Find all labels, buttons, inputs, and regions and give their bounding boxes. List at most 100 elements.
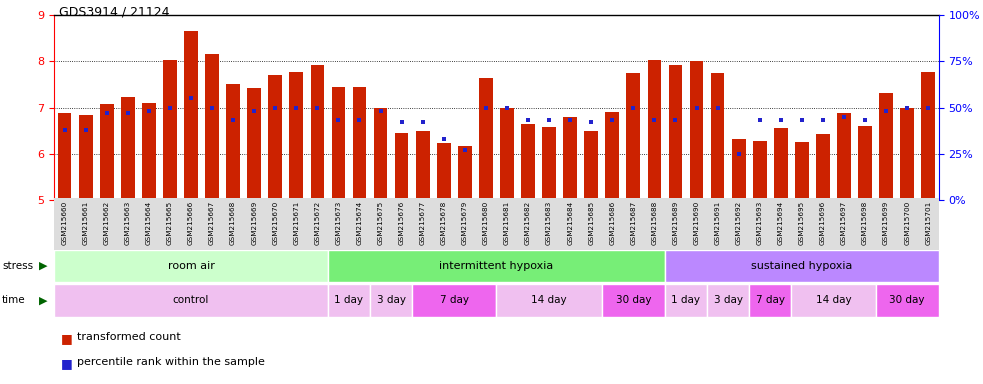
Text: 14 day: 14 day: [816, 295, 851, 306]
Text: GSM215685: GSM215685: [588, 200, 594, 245]
Bar: [331, 87, 345, 200]
Bar: [100, 104, 114, 200]
Text: stress: stress: [2, 261, 33, 271]
Bar: [412, 284, 496, 317]
Text: GSM215680: GSM215680: [483, 200, 489, 245]
Bar: [602, 284, 665, 317]
Text: GSM215695: GSM215695: [799, 200, 805, 245]
Bar: [458, 146, 472, 200]
Bar: [521, 124, 535, 200]
Text: GSM215661: GSM215661: [83, 200, 88, 245]
Text: GSM215679: GSM215679: [462, 200, 468, 245]
Bar: [248, 88, 261, 200]
Bar: [665, 284, 707, 317]
Text: GSM215683: GSM215683: [547, 200, 552, 245]
Text: 3 day: 3 day: [714, 295, 742, 306]
Text: GSM215700: GSM215700: [904, 200, 910, 245]
Bar: [858, 126, 872, 200]
Bar: [816, 134, 830, 200]
Bar: [749, 284, 791, 317]
Bar: [774, 128, 787, 200]
Bar: [791, 284, 876, 317]
Text: GSM215664: GSM215664: [145, 200, 151, 245]
Text: 3 day: 3 day: [376, 295, 406, 306]
Bar: [54, 250, 328, 282]
Bar: [311, 65, 324, 200]
Text: GSM215698: GSM215698: [862, 200, 868, 245]
Text: GSM215672: GSM215672: [315, 200, 320, 245]
Bar: [876, 284, 939, 317]
Bar: [416, 131, 430, 200]
Text: time: time: [2, 295, 26, 306]
Bar: [289, 72, 303, 200]
Text: GSM215686: GSM215686: [609, 200, 615, 245]
Bar: [395, 133, 409, 200]
Text: room air: room air: [167, 261, 214, 271]
Text: GSM215689: GSM215689: [672, 200, 678, 245]
Bar: [584, 131, 598, 200]
Bar: [921, 71, 935, 200]
Text: GSM215697: GSM215697: [841, 200, 847, 245]
Bar: [900, 108, 914, 200]
Bar: [374, 108, 387, 200]
Text: transformed count: transformed count: [77, 332, 181, 342]
Bar: [563, 117, 577, 200]
Text: ■: ■: [61, 357, 73, 370]
Text: 30 day: 30 day: [615, 295, 651, 306]
Text: 7 day: 7 day: [439, 295, 469, 306]
Bar: [54, 284, 328, 317]
Text: 1 day: 1 day: [334, 295, 364, 306]
Text: GSM215690: GSM215690: [694, 200, 700, 245]
Text: GSM215667: GSM215667: [209, 200, 215, 245]
Text: GSM215691: GSM215691: [715, 200, 721, 245]
Bar: [496, 284, 602, 317]
Text: GSM215676: GSM215676: [399, 200, 405, 245]
Text: 14 day: 14 day: [531, 295, 567, 306]
Text: GSM215660: GSM215660: [62, 200, 68, 245]
Text: GSM215677: GSM215677: [420, 200, 426, 245]
Text: GSM215692: GSM215692: [735, 200, 741, 245]
Text: GSM215668: GSM215668: [230, 200, 236, 245]
Text: GSM215674: GSM215674: [357, 200, 363, 245]
Bar: [328, 250, 665, 282]
Bar: [543, 127, 556, 200]
Text: GSM215665: GSM215665: [167, 200, 173, 245]
Text: GSM215670: GSM215670: [272, 200, 278, 245]
Text: GSM215675: GSM215675: [377, 200, 383, 245]
Text: GSM215662: GSM215662: [104, 200, 110, 245]
Text: ▶: ▶: [39, 295, 48, 306]
Text: GSM215693: GSM215693: [757, 200, 763, 245]
Bar: [370, 284, 412, 317]
Text: 7 day: 7 day: [756, 295, 784, 306]
Text: GSM215699: GSM215699: [883, 200, 889, 245]
Text: GSM215696: GSM215696: [820, 200, 826, 245]
Bar: [648, 60, 662, 200]
Bar: [690, 61, 704, 200]
Bar: [79, 115, 92, 200]
Text: intermittent hypoxia: intermittent hypoxia: [439, 261, 553, 271]
Bar: [436, 144, 450, 200]
Text: 1 day: 1 day: [671, 295, 701, 306]
Text: 30 day: 30 day: [890, 295, 925, 306]
Text: GSM215669: GSM215669: [252, 200, 258, 245]
Text: GSM215673: GSM215673: [335, 200, 341, 245]
Bar: [479, 78, 492, 200]
Text: GSM215694: GSM215694: [778, 200, 783, 245]
Bar: [626, 73, 640, 200]
Text: GSM215663: GSM215663: [125, 200, 131, 245]
Bar: [184, 31, 198, 200]
Bar: [879, 93, 893, 200]
Text: sustained hypoxia: sustained hypoxia: [751, 261, 852, 271]
Bar: [838, 113, 851, 200]
Text: ■: ■: [61, 332, 73, 345]
Bar: [205, 54, 219, 200]
Bar: [58, 113, 72, 200]
Text: percentile rank within the sample: percentile rank within the sample: [77, 357, 264, 367]
Bar: [226, 84, 240, 200]
Text: GDS3914 / 21124: GDS3914 / 21124: [59, 6, 169, 19]
Text: GSM215684: GSM215684: [567, 200, 573, 245]
Bar: [665, 250, 939, 282]
Bar: [142, 103, 155, 200]
Bar: [121, 98, 135, 200]
Bar: [707, 284, 749, 317]
